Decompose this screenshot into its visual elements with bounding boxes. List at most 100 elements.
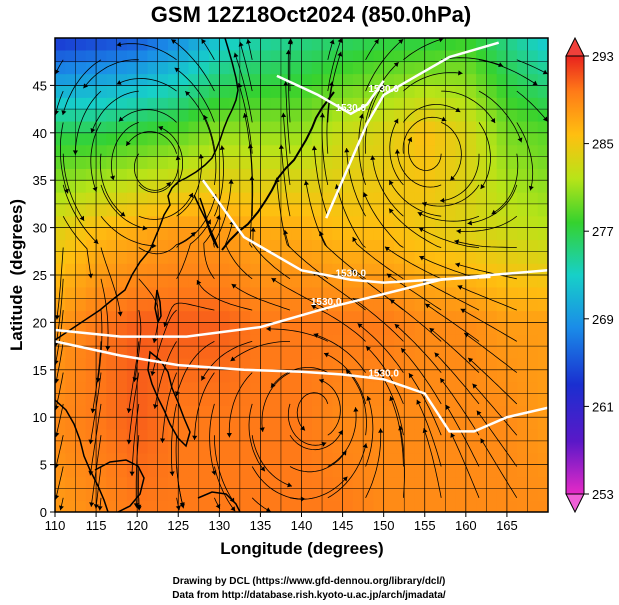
streamline-arrowhead — [457, 285, 463, 290]
streamline-arrowhead — [472, 383, 478, 389]
heat-cell — [260, 251, 272, 264]
heat-cell — [455, 488, 467, 501]
heat-cell — [229, 369, 241, 383]
streamline — [176, 193, 217, 248]
heat-cell — [126, 49, 138, 63]
streamline — [416, 399, 442, 467]
streamline-arrowhead — [230, 356, 236, 362]
heat-cell — [342, 286, 354, 300]
heat-cell — [527, 298, 539, 312]
heat-cell — [147, 405, 159, 418]
heat-cell — [229, 85, 241, 98]
heat-cell — [414, 334, 426, 347]
heat-cell — [280, 310, 292, 323]
heat-cell — [424, 346, 436, 359]
heat-cell — [291, 357, 303, 371]
streamline-arrowhead — [105, 346, 111, 351]
heat-cell — [486, 192, 498, 205]
heat-cell — [527, 156, 539, 169]
heat-cell — [332, 464, 344, 478]
heat-cell — [239, 85, 251, 98]
heat-cell — [229, 357, 241, 371]
heat-cell — [517, 286, 529, 300]
heat-cell — [126, 393, 138, 406]
heat-cell — [198, 132, 210, 146]
streamline — [365, 428, 382, 498]
streamline-arrowhead — [133, 503, 139, 508]
heat-cell — [506, 440, 518, 454]
heat-cell — [239, 440, 251, 454]
heat-cell — [167, 49, 179, 63]
heat-cell — [219, 109, 231, 122]
heat-cell — [65, 120, 77, 134]
heat-cell — [137, 203, 149, 217]
heat-cell — [178, 440, 190, 454]
heat-cell — [167, 334, 179, 347]
heat-cell — [260, 357, 272, 371]
contour-label: 1530.0 — [368, 368, 399, 379]
heat-cell — [506, 120, 518, 134]
heat-cell — [65, 192, 77, 205]
heat-cell — [352, 180, 364, 193]
heat-cell — [137, 49, 149, 63]
heat-cell — [65, 500, 77, 512]
heat-cell — [106, 109, 118, 122]
heat-cell — [373, 49, 385, 63]
heat-cell — [414, 156, 426, 169]
heat-cell — [239, 180, 251, 193]
heat-cell — [157, 286, 169, 300]
heat-cell — [383, 452, 395, 466]
streamline — [346, 147, 366, 217]
heat-cell — [96, 263, 107, 276]
heat-cell — [126, 452, 138, 466]
credit-dcl: Drawing by DCL (https://www.gfd-dennou.o… — [173, 576, 446, 587]
heat-cell — [527, 357, 539, 371]
heat-cell — [322, 180, 333, 193]
heat-cell — [455, 429, 467, 442]
heat-cell — [404, 263, 416, 276]
heat-cell — [322, 168, 333, 181]
heat-cell — [96, 251, 107, 264]
streamline-arrowhead — [456, 228, 461, 234]
heat-cell — [322, 440, 333, 454]
streamline — [285, 81, 291, 154]
streamline-arrowhead — [458, 70, 463, 76]
heat-cell — [96, 215, 107, 229]
heat-cell — [260, 38, 272, 51]
heat-cell — [404, 156, 416, 169]
streamline — [423, 428, 442, 498]
heat-cell — [157, 298, 169, 312]
streamline-arrowhead — [64, 188, 69, 194]
heat-cell — [455, 464, 467, 478]
heat-cell — [260, 381, 272, 395]
heat-cell — [455, 251, 467, 264]
heat-cell — [424, 73, 436, 86]
heat-cell — [106, 334, 118, 347]
heat-cell — [465, 49, 477, 63]
heat-cell — [445, 369, 457, 383]
heat-cell — [75, 180, 87, 193]
streamline-arrowhead — [384, 246, 390, 252]
heat-cell — [486, 49, 498, 63]
heat-cell — [311, 38, 323, 51]
heat-cell — [147, 369, 159, 383]
heat-cell — [239, 168, 251, 181]
streamline — [185, 90, 215, 154]
streamline — [238, 82, 253, 154]
heat-cell — [280, 132, 292, 146]
heat-cell — [188, 168, 200, 181]
heat-cell — [239, 61, 251, 75]
heat-cell — [106, 322, 118, 335]
heat-cell — [506, 346, 518, 359]
heat-cell — [250, 393, 262, 406]
heat-cell — [270, 38, 282, 51]
heat-cell — [137, 144, 149, 158]
heat-cell — [157, 310, 169, 323]
heat-cell — [260, 85, 272, 98]
heat-cell — [414, 500, 426, 512]
heat-cell — [116, 417, 128, 430]
streamline — [196, 279, 253, 311]
heat-cell — [424, 203, 436, 217]
heat-cell — [106, 38, 118, 51]
heat-cell — [55, 393, 66, 406]
